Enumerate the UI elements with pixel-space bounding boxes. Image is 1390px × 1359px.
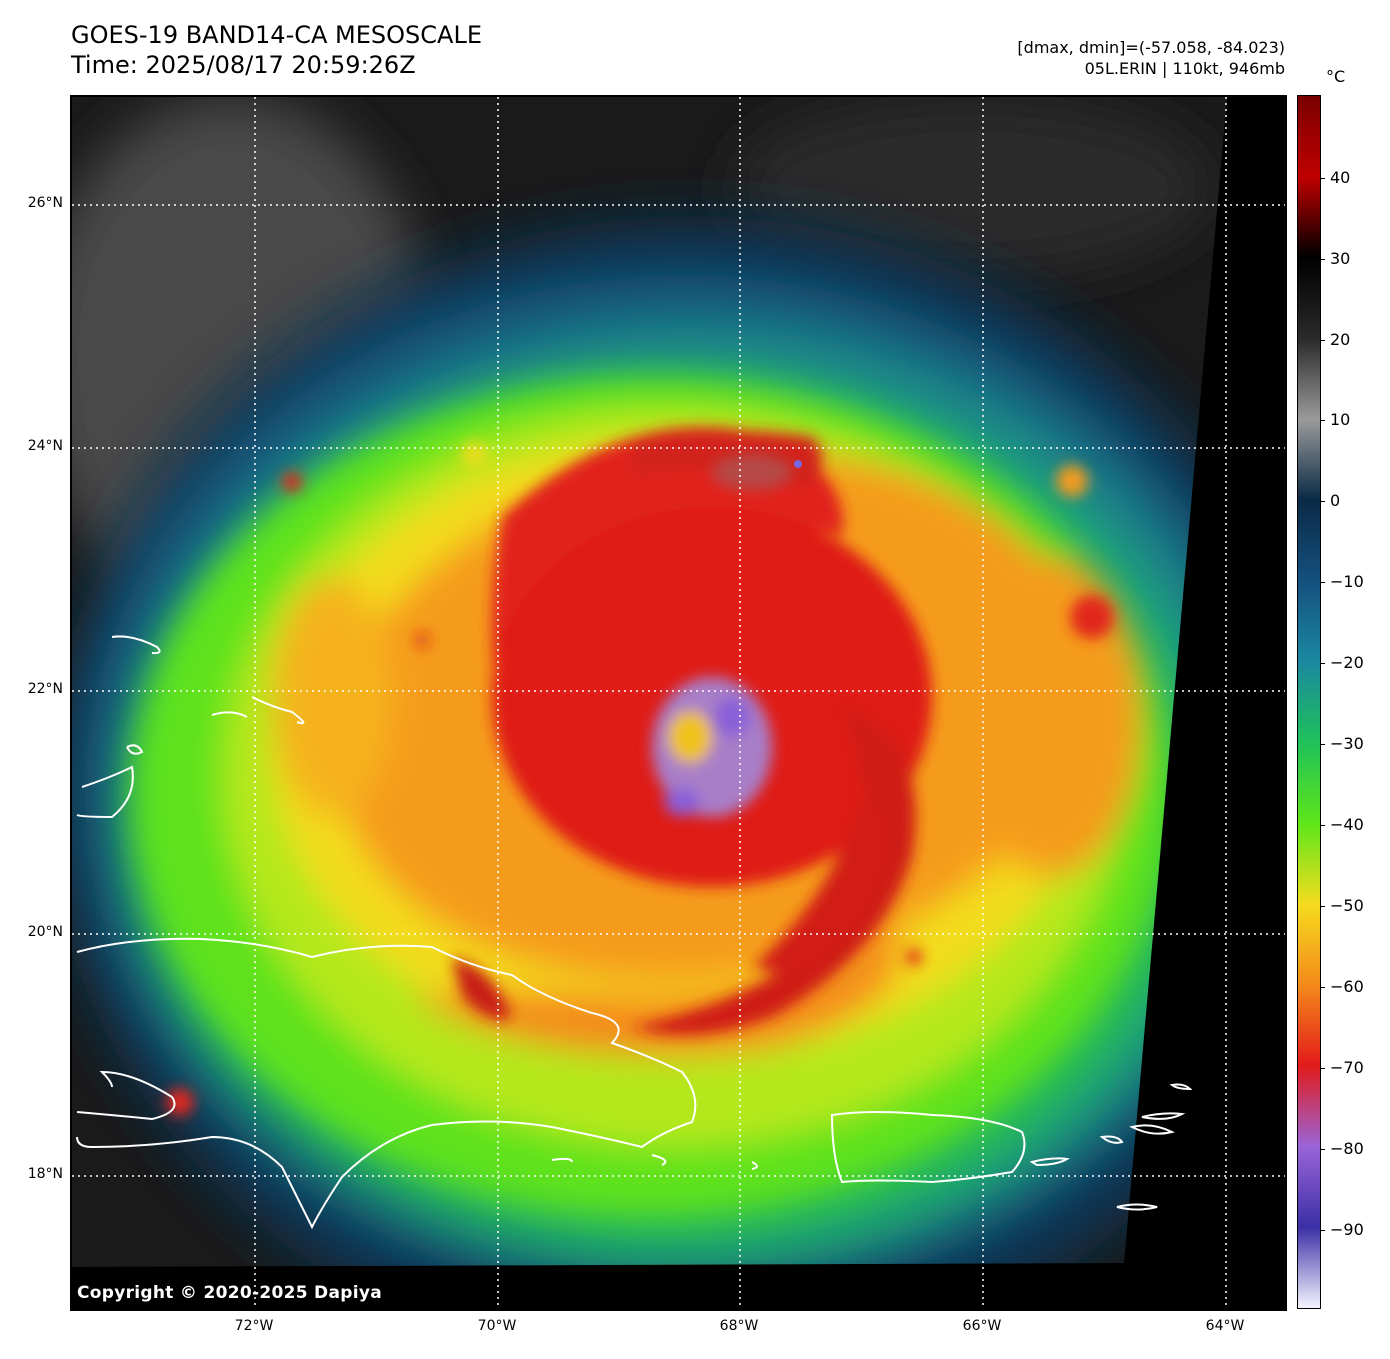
lat-label-26n: 26°N bbox=[27, 195, 63, 211]
colorbar-tick bbox=[1321, 259, 1325, 260]
colorbar-tick bbox=[1321, 1149, 1325, 1150]
colorbar-tick bbox=[1321, 178, 1325, 179]
colorbar-tick-label: −40 bbox=[1330, 815, 1364, 834]
lon-label-72w: 72°W bbox=[234, 1318, 274, 1334]
graticule bbox=[72, 97, 1285, 1309]
infrared-cloud-field bbox=[72, 97, 1227, 1267]
colorbar-tick-label: −90 bbox=[1330, 1220, 1364, 1239]
colorbar-tick-label: 30 bbox=[1330, 249, 1351, 268]
colorbar-tick bbox=[1321, 1068, 1325, 1069]
colorbar-tick-label: −30 bbox=[1330, 734, 1364, 753]
colorbar-tick-label: 20 bbox=[1330, 330, 1351, 349]
copyright-label: Copyright © 2020-2025 Dapiya bbox=[77, 1283, 382, 1303]
colorbar-tick bbox=[1321, 420, 1325, 421]
colorbar-tick bbox=[1321, 825, 1325, 826]
colorbar-tick-label: −20 bbox=[1330, 653, 1364, 672]
colorbar-tick bbox=[1321, 906, 1325, 907]
haiti-peninsula-coastline bbox=[76, 1070, 176, 1121]
colorbar-tick bbox=[1321, 663, 1325, 664]
lon-label-68w: 68°W bbox=[719, 1318, 759, 1334]
lat-label-20n: 20°N bbox=[27, 924, 63, 940]
temperature-colorbar bbox=[1297, 95, 1321, 1309]
colorbar-tick bbox=[1321, 340, 1325, 341]
lon-label-70w: 70°W bbox=[477, 1318, 517, 1334]
colorbar-tick-label: −80 bbox=[1330, 1139, 1364, 1158]
colorbar-tick-label: −60 bbox=[1330, 977, 1364, 996]
lon-label-66w: 66°W bbox=[962, 1318, 1002, 1334]
colorbar-tick-label: 0 bbox=[1330, 491, 1341, 510]
lat-label-22n: 22°N bbox=[27, 681, 63, 697]
colorbar-tick bbox=[1321, 582, 1325, 583]
satellite-image bbox=[72, 97, 1285, 1309]
colorbar-tick bbox=[1321, 744, 1325, 745]
puerto-rico-coastline bbox=[830, 1111, 1026, 1184]
data-range-label: [dmax, dmin]=(-57.058, -84.023) bbox=[1017, 38, 1285, 57]
lat-label-18n: 18°N bbox=[27, 1166, 63, 1182]
colorbar-unit: °C bbox=[1326, 67, 1346, 86]
satellite-map bbox=[70, 95, 1287, 1311]
colorbar-tick-label: −10 bbox=[1330, 572, 1364, 591]
colorbar-tick-label: −70 bbox=[1330, 1058, 1364, 1077]
colorbar-tick-label: −50 bbox=[1330, 896, 1364, 915]
map-title: GOES-19 BAND14-CA MESOSCALE bbox=[71, 21, 482, 49]
lat-label-24n: 24°N bbox=[27, 438, 63, 454]
colorbar-tick bbox=[1321, 501, 1325, 502]
colorbar-tick-label: 10 bbox=[1330, 410, 1351, 429]
coastlines bbox=[76, 635, 1193, 1230]
observation-time: Time: 2025/08/17 20:59:26Z bbox=[71, 51, 416, 79]
hispaniola-coastline bbox=[76, 937, 697, 1230]
colorbar-tick bbox=[1321, 1230, 1325, 1231]
storm-info-label: 05L.ERIN | 110kt, 946mb bbox=[1084, 59, 1285, 78]
colorbar-tick-label: 40 bbox=[1330, 168, 1351, 187]
colorbar-tick bbox=[1321, 987, 1325, 988]
lon-label-64w: 64°W bbox=[1205, 1318, 1245, 1334]
